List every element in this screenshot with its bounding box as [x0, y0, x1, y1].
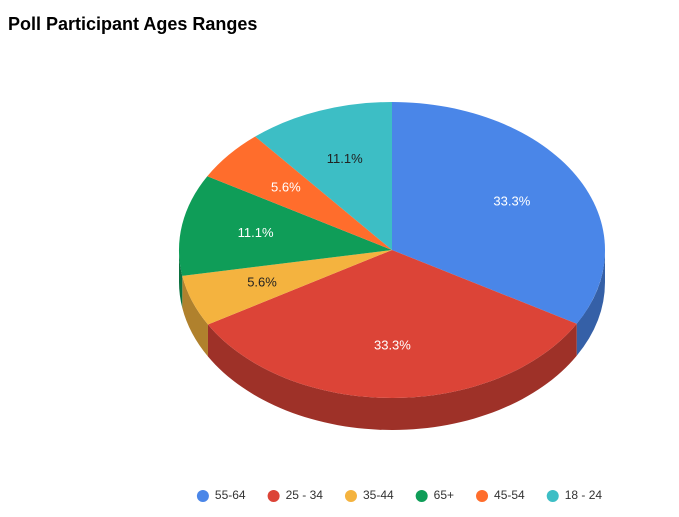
legend-marker	[546, 490, 559, 502]
data-label: 33.3%	[493, 193, 530, 208]
data-label: 5.6%	[247, 275, 277, 290]
legend-label: 65+	[434, 488, 454, 502]
slice-side	[182, 275, 208, 357]
legend-label: 55-64	[215, 488, 246, 502]
data-label: 11.1%	[327, 151, 363, 166]
legend: 55-64 25 - 34 35-44 65+ 45-54 18 - 24	[196, 488, 603, 502]
slice	[392, 102, 605, 324]
legend-marker	[344, 490, 357, 502]
slice-side	[576, 250, 605, 356]
legend-marker	[476, 490, 489, 502]
slice-side	[207, 323, 577, 430]
data-label: 11.1%	[238, 225, 274, 240]
slice	[182, 250, 392, 325]
slice-side	[179, 250, 183, 308]
slice	[179, 176, 392, 276]
data-label: 33.3%	[374, 338, 411, 353]
legend-label: 45-54	[494, 488, 525, 502]
legend-label: 35-44	[363, 488, 394, 502]
legend-label: 25 - 34	[286, 488, 324, 502]
legend-marker	[415, 490, 428, 502]
data-label: 5.6%	[271, 180, 301, 195]
legend-marker	[267, 490, 280, 502]
legend-label: 18 - 24	[565, 488, 603, 502]
legend-marker	[196, 490, 209, 502]
slice	[207, 136, 392, 250]
slice	[207, 250, 577, 398]
chart-title: Poll Participant Ages Ranges	[8, 14, 257, 34]
slice	[255, 102, 392, 250]
